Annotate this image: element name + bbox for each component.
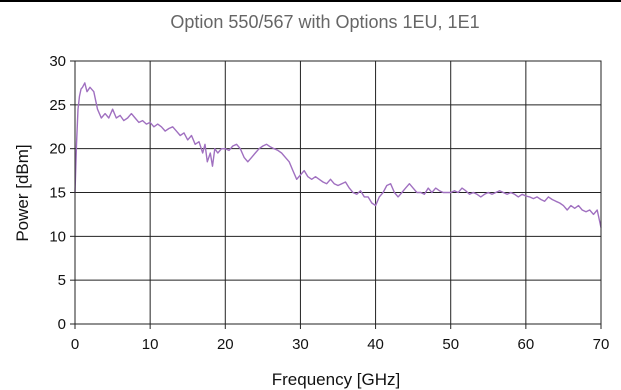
y-tick-label: 20 [49, 141, 66, 158]
y-tick-label: 25 [49, 97, 66, 114]
y-tick-label: 10 [49, 228, 66, 245]
chart-title: Option 550/567 with Options 1EU, 1E1 [170, 12, 479, 32]
x-tick-label: 10 [142, 336, 159, 353]
series-layer [74, 82, 602, 228]
x-tick-label: 60 [518, 336, 535, 353]
x-tick-labels: 0 10 20 30 40 50 60 70 [71, 336, 610, 353]
x-tick-label: 20 [217, 336, 234, 353]
y-axis-label: Power [dBm] [13, 144, 32, 241]
x-tick-label: 40 [367, 336, 384, 353]
y-tick-label: 5 [58, 272, 66, 289]
x-tick-label: 70 [593, 336, 610, 353]
plot-border [74, 60, 602, 325]
x-axis-label: Frequency [GHz] [272, 370, 401, 389]
x-tick-label: 50 [442, 336, 459, 353]
x-tick-label: 0 [71, 336, 79, 353]
series-line [74, 82, 602, 228]
y-tick-labels: 0 5 10 15 20 25 30 [49, 53, 66, 333]
y-tick-label: 15 [49, 185, 66, 202]
y-tick-label: 30 [49, 53, 66, 70]
y-tick-label: 0 [58, 316, 66, 333]
x-tick-label: 30 [292, 336, 309, 353]
top-rule [0, 0, 621, 2]
